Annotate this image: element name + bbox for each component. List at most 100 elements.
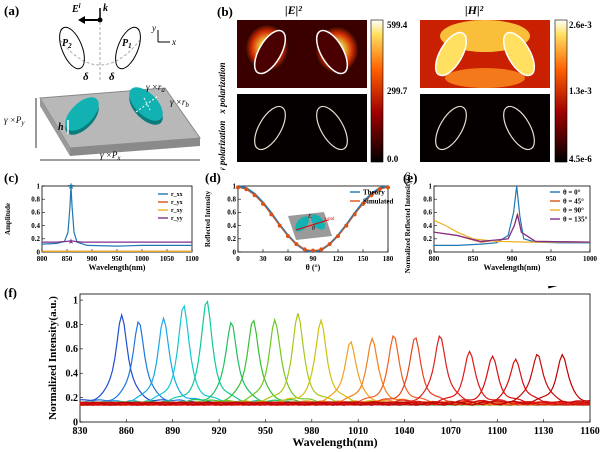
x-tick-label: 180	[383, 255, 394, 263]
h-map-title: |H|²	[465, 3, 484, 17]
legend-entry: Simulated	[363, 197, 393, 205]
simulated-point	[386, 185, 390, 190]
row-x-pol-label: x polarization	[217, 62, 227, 114]
legend-entry: θ = 0°	[563, 188, 581, 196]
y-axis-label: Amplitude	[4, 203, 12, 235]
series-line-r_xx	[41, 185, 192, 247]
h-map-y-pol	[420, 94, 550, 162]
panel-a-schematic: (a) Ei k y x P2 P1 δ δ h γ ×ra	[4, 2, 201, 162]
y-tick-label: 1	[73, 295, 78, 306]
legend-entry: θ = 135°	[563, 215, 588, 223]
x-tick-label: 920	[212, 426, 227, 437]
x-axis-label: θ (°)	[306, 263, 321, 272]
y-tick-label: 0.8	[66, 320, 79, 331]
rb-label: γ ×rb	[170, 97, 189, 109]
axis-x-label: x	[171, 37, 176, 47]
inset-ellipse-right	[311, 214, 325, 230]
x-tick-label: 950	[546, 255, 557, 263]
h-colorbar	[554, 19, 568, 163]
x-tick-label: 120	[333, 255, 344, 263]
axis-y-label: y	[151, 23, 156, 33]
chart-c: 800 850 900 950 1000 1050 1100 0 0.2 0.4 0.6 0.8 1 Wa…	[4, 181, 199, 272]
spectrum-line	[79, 334, 590, 406]
y-tick-label: 1	[233, 182, 237, 190]
row-y-pol-label: y polarization	[217, 121, 227, 170]
y-tick-label: 0.6	[423, 209, 432, 217]
inset-angle-label: θ	[312, 226, 315, 232]
y-tick-label: 0.2	[66, 393, 79, 404]
nano-ellipse-right	[129, 87, 163, 121]
top-ellipse-left	[59, 26, 85, 70]
y-tick-label: 0	[233, 248, 237, 256]
h-cbar-min: 4.5e-6	[569, 154, 592, 164]
x-tick-label: 890	[165, 426, 180, 437]
panel-c-label: (c)	[4, 170, 19, 185]
inset-field-label: E	[307, 214, 312, 220]
x-tick-label: 1160	[580, 426, 599, 437]
x-tick-label: 900	[87, 255, 98, 263]
substrate-front	[70, 138, 200, 156]
y-tick-label: 0.8	[423, 196, 432, 204]
inset-ellipse-left	[295, 216, 309, 232]
x-tick-label: 800	[429, 255, 440, 263]
x-tick-label: 980	[304, 426, 319, 437]
simulated-point	[336, 234, 340, 239]
spectrum-line	[79, 304, 590, 406]
x-tick-label: 60	[285, 255, 293, 263]
x-tick-label: 950	[258, 426, 273, 437]
x-tick-label: 900	[507, 255, 518, 263]
e-map-title: |E|²	[285, 3, 302, 17]
spectrum-line	[79, 353, 591, 406]
x-tick-label: 1070	[441, 426, 461, 437]
y-tick-label: 1	[429, 182, 433, 190]
y-tick-label: 0	[429, 248, 433, 256]
x-tick-label: 0	[236, 255, 240, 263]
panel-b: (b) |E|² |H|² 599.4 299.7 0.0 x polariza…	[215, 0, 600, 172]
simulated-point	[244, 187, 249, 192]
series-line-θ = 135°	[433, 212, 591, 243]
x-tick-label: 950	[112, 255, 123, 263]
simulated-point	[369, 193, 374, 198]
gamma-arrowhead	[548, 286, 558, 289]
h-particle-right	[502, 31, 536, 77]
y-tick-label: 0.4	[66, 369, 79, 380]
x-tick-label: 850	[62, 255, 73, 263]
x-tick-label: 1050	[160, 255, 175, 263]
h-particle-right-y	[503, 105, 535, 151]
ra-label: γ ×ra	[146, 82, 165, 94]
e-particle-right-y	[316, 105, 348, 151]
panel-b-fieldmaps: (b) |E|² |H|² 599.4 299.7 0.0 x polariza…	[217, 3, 592, 172]
x-tick-label: 830	[73, 426, 88, 437]
spectrum-line	[79, 336, 591, 406]
y-tick-label: 0.4	[227, 222, 236, 230]
x-tick-label: 1100	[488, 426, 507, 437]
y-tick-label: 0.6	[66, 344, 79, 355]
e-colorbar	[370, 19, 384, 163]
x-tick-label: 1010	[348, 426, 368, 437]
field-arrowhead	[78, 16, 85, 24]
y-axis-label: Normalized Reflected Intensity(a.u.)	[404, 172, 412, 273]
x-axis-label: Wavelength(nm)	[89, 263, 146, 272]
y-axis-label: Normalized Intensity(a.u.)	[47, 296, 59, 420]
simulated-point	[319, 247, 324, 252]
legend-entry: r_xx	[171, 192, 183, 198]
legend-entry: r_xy	[171, 208, 183, 214]
y-tick-label: 0.2	[423, 235, 432, 243]
simulated-point	[269, 212, 274, 217]
simulated-point	[261, 201, 265, 206]
substrate-side	[40, 98, 70, 156]
x-tick-label: 800	[37, 255, 48, 263]
x-tick-label: 1130	[534, 426, 553, 437]
inset-pol-line	[295, 219, 329, 231]
simulated-point	[377, 187, 382, 192]
panel-a-label: (a)	[4, 3, 19, 18]
simulated-point	[277, 223, 282, 228]
simulated-point	[311, 248, 315, 253]
field-label: Ei	[71, 2, 81, 15]
series-line-r_yy	[42, 240, 192, 243]
ra-line	[135, 95, 159, 113]
e-map-y-pol	[237, 94, 367, 162]
particle-left-label: P2	[62, 38, 72, 50]
chart-f: 830 860 890 920 950 980 1010 1040 1070 1100 1130 11…	[47, 286, 600, 449]
spectrum-line	[79, 340, 591, 406]
